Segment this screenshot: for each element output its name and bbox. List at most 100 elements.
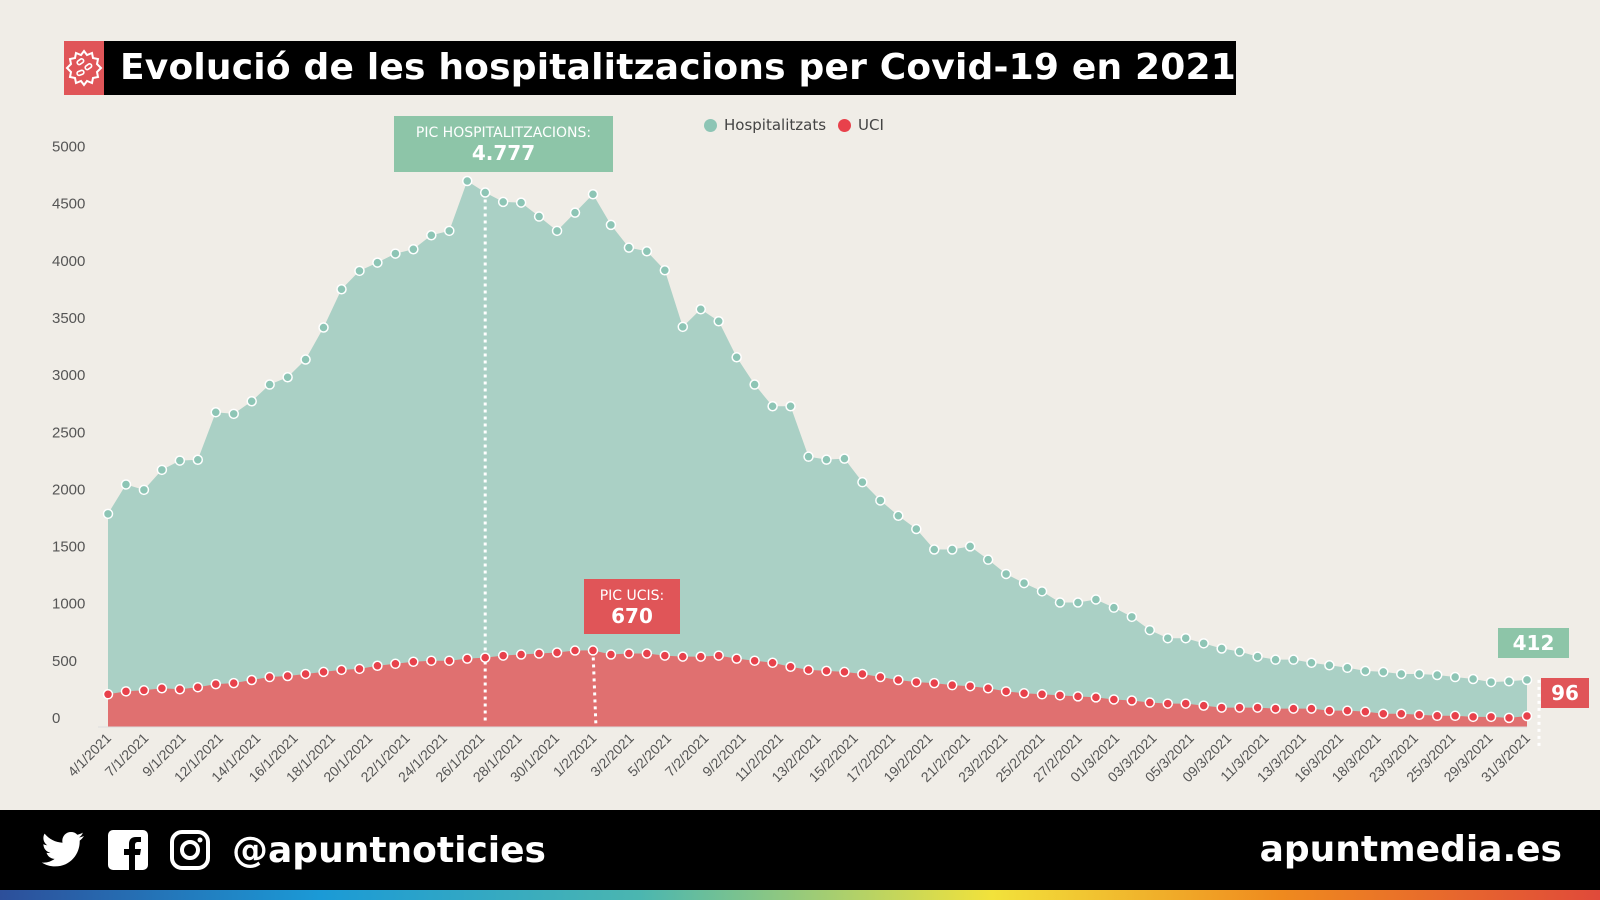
data-point-hospitalitzats bbox=[1485, 676, 1497, 688]
data-point-hospitalitzats bbox=[210, 406, 222, 418]
uci-peak-label: PIC UCIS: bbox=[599, 588, 665, 604]
data-point-hospitalitzats bbox=[1018, 577, 1030, 589]
data-point-uci bbox=[1090, 692, 1102, 703]
data-point-uci bbox=[1180, 698, 1191, 709]
data-point-uci bbox=[120, 686, 132, 697]
data-point-uci bbox=[1036, 689, 1048, 700]
y-tick-label: 4000 bbox=[52, 253, 85, 270]
data-point-uci bbox=[1521, 710, 1533, 722]
uci-peak-line bbox=[591, 650, 598, 728]
data-point-hospitalitzats bbox=[1288, 654, 1299, 665]
y-tick-label: 1500 bbox=[52, 539, 85, 556]
data-point-uci bbox=[731, 653, 742, 664]
data-point-uci bbox=[785, 661, 796, 673]
instagram-icon[interactable] bbox=[170, 830, 210, 870]
data-point-hospitalitzats bbox=[1054, 597, 1066, 608]
data-point-hospitalitzats bbox=[713, 315, 724, 327]
data-point-hospitalitzats bbox=[946, 544, 958, 555]
data-point-hospitalitzats bbox=[444, 225, 455, 237]
data-point-uci bbox=[426, 655, 437, 666]
data-point-uci bbox=[1126, 695, 1138, 706]
data-point-hospitalitzats bbox=[515, 197, 527, 208]
data-point-hospitalitzats bbox=[929, 544, 940, 555]
chart-area: 0 500 1000 1500 2000 2500 3000 3500 4000 4500 5000… bbox=[52, 139, 1541, 785]
data-point-hospitalitzats bbox=[1252, 651, 1263, 662]
data-point-hospitalitzats bbox=[875, 495, 886, 506]
data-point-hospitalitzats bbox=[803, 451, 814, 462]
data-point-uci bbox=[354, 663, 365, 675]
data-point-uci bbox=[767, 657, 778, 669]
data-point-uci bbox=[156, 683, 168, 694]
data-point-hospitalitzats bbox=[1324, 660, 1335, 671]
data-point-uci bbox=[1342, 705, 1353, 716]
data-point-hospitalitzats bbox=[857, 476, 868, 488]
data-point-uci bbox=[174, 684, 186, 695]
legend-item-hospitalitzats[interactable]: Hospitalitzats bbox=[704, 116, 826, 134]
y-tick-label: 3500 bbox=[52, 310, 85, 327]
data-point-hospitalitzats bbox=[461, 175, 473, 187]
data-point-uci bbox=[1467, 711, 1479, 723]
data-point-hospitalitzats bbox=[569, 207, 581, 218]
data-point-uci bbox=[875, 671, 886, 683]
data-point-hospitalitzats bbox=[1072, 597, 1084, 608]
data-point-hospitalitzats bbox=[156, 464, 168, 476]
data-point-uci bbox=[102, 689, 114, 700]
data-point-uci bbox=[551, 647, 563, 658]
data-point-uci bbox=[1108, 694, 1120, 705]
data-point-hospitalitzats bbox=[1198, 638, 1209, 649]
data-point-hospitalitzats bbox=[336, 283, 347, 295]
data-point-hospitalitzats bbox=[964, 541, 976, 552]
legend-swatch bbox=[838, 118, 852, 132]
data-point-uci bbox=[300, 668, 311, 680]
uci-peak-annotation: PIC UCIS: 670 bbox=[584, 579, 680, 634]
data-point-uci bbox=[1000, 686, 1012, 697]
data-point-hospitalitzats bbox=[1162, 632, 1174, 644]
data-point-uci bbox=[1216, 702, 1227, 713]
data-point-hospitalitzats bbox=[102, 508, 114, 520]
legend-swatch bbox=[704, 118, 717, 132]
facebook-icon[interactable] bbox=[108, 830, 148, 870]
uci-peak-value: 670 bbox=[611, 604, 653, 628]
twitter-icon[interactable] bbox=[40, 830, 86, 870]
y-tick-label: 3000 bbox=[52, 367, 85, 384]
data-point-hospitalitzats bbox=[1108, 602, 1120, 613]
area-uci bbox=[108, 650, 1527, 727]
data-point-uci bbox=[479, 652, 491, 663]
data-point-uci bbox=[1252, 702, 1263, 713]
data-point-uci bbox=[1396, 708, 1407, 719]
y-tick-label: 2500 bbox=[52, 424, 85, 441]
data-point-hospitalitzats bbox=[300, 354, 311, 365]
data-point-hospitalitzats bbox=[551, 225, 563, 237]
data-point-hospitalitzats bbox=[659, 265, 671, 276]
data-point-uci bbox=[461, 653, 473, 664]
data-point-hospitalitzats bbox=[390, 248, 401, 259]
data-point-uci bbox=[749, 655, 760, 666]
data-point-hospitalitzats bbox=[246, 395, 257, 407]
data-point-uci bbox=[677, 651, 689, 662]
data-point-hospitalitzats bbox=[174, 455, 186, 466]
data-point-uci bbox=[264, 671, 275, 683]
data-point-uci bbox=[228, 677, 239, 689]
data-point-uci bbox=[695, 651, 706, 662]
social-handle[interactable]: @apuntnoticies bbox=[232, 829, 546, 871]
legend-item-uci[interactable]: UCI bbox=[838, 116, 884, 134]
data-point-uci bbox=[964, 680, 976, 692]
data-point-hospitalitzats bbox=[1234, 646, 1245, 657]
data-point-hospitalitzats bbox=[1126, 611, 1138, 623]
data-point-hospitalitzats bbox=[1090, 594, 1102, 605]
area-hospitalitzats bbox=[108, 180, 1527, 728]
data-point-hospitalitzats bbox=[533, 211, 545, 222]
data-point-hospitalitzats bbox=[1396, 668, 1407, 680]
data-point-hospitalitzats bbox=[1000, 568, 1012, 580]
footer: @apuntnoticies apuntmedia.es bbox=[0, 810, 1600, 890]
data-point-uci bbox=[1162, 698, 1174, 709]
y-tick-label: 0 bbox=[52, 710, 60, 727]
data-point-hospitalitzats bbox=[911, 523, 922, 535]
title-bar: Evolució de les hospitalitzacions per Co… bbox=[64, 41, 1237, 95]
data-point-hospitalitzats bbox=[1503, 676, 1515, 687]
data-point-uci bbox=[929, 677, 940, 689]
website-link[interactable]: apuntmedia.es bbox=[1259, 829, 1562, 870]
data-point-uci bbox=[1018, 688, 1030, 699]
data-point-hospitalitzats bbox=[264, 379, 275, 390]
data-point-hospitalitzats bbox=[1306, 657, 1317, 669]
